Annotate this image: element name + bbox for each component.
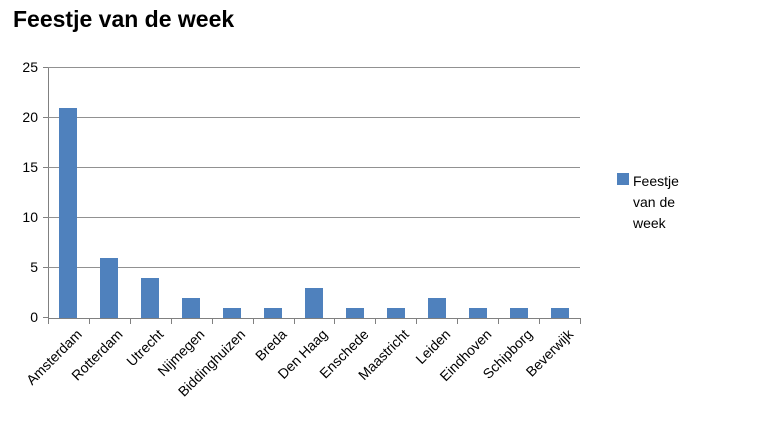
y-axis-tick <box>43 267 48 268</box>
gridline <box>48 67 580 68</box>
x-axis-tick <box>580 319 581 324</box>
y-axis-tick <box>43 167 48 168</box>
x-axis-tick <box>129 319 131 324</box>
x-axis-label-breda: Breda <box>251 326 290 364</box>
y-axis-label: 20 <box>22 109 38 125</box>
bar-amsterdam <box>59 108 78 318</box>
x-axis-tick <box>375 319 377 324</box>
y-axis-label: 15 <box>22 159 38 175</box>
y-axis-tick <box>43 67 48 68</box>
gridline <box>48 217 580 218</box>
x-axis-tick <box>293 319 295 324</box>
bar-breda <box>264 308 283 318</box>
bar-eindhoven <box>468 308 487 318</box>
legend-color-swatch-icon <box>617 173 629 185</box>
y-axis-tick <box>43 317 48 318</box>
gridline <box>48 167 580 168</box>
gridline <box>48 267 580 268</box>
x-axis-tick <box>498 319 500 324</box>
bar-leiden <box>427 298 446 318</box>
x-axis-tick <box>334 319 336 324</box>
bar-nijmegen <box>182 298 201 318</box>
x-axis-tick <box>457 319 459 324</box>
bar-schipborg <box>509 308 528 318</box>
y-axis-label: 0 <box>30 309 38 325</box>
y-axis-label: 10 <box>22 209 38 225</box>
plot-area <box>48 68 581 319</box>
bar-maastricht <box>386 308 405 318</box>
chart-title: Feestje van de week <box>13 6 235 32</box>
y-axis-tick <box>43 117 48 118</box>
bar-den-haag <box>305 288 323 318</box>
bar-biddinghuizen <box>223 308 242 318</box>
x-axis-tick <box>416 319 418 324</box>
y-axis-label: 25 <box>22 59 38 75</box>
x-axis-tick <box>252 319 254 324</box>
legend: Feestje van de week <box>617 171 691 234</box>
x-axis-tick <box>170 319 172 324</box>
bar-enschede <box>345 308 364 318</box>
bar-rotterdam <box>100 258 119 318</box>
x-axis-tick <box>211 319 213 324</box>
bar-utrecht <box>141 278 160 318</box>
x-axis-tick <box>48 319 49 324</box>
y-axis-label: 5 <box>30 259 38 275</box>
x-axis-tick <box>88 319 90 324</box>
y-axis-tick <box>43 217 48 218</box>
x-axis-tick <box>539 319 541 324</box>
gridline <box>48 117 580 118</box>
bar-beverwijk <box>550 308 569 318</box>
legend-label: Feestje van de week <box>633 173 679 231</box>
